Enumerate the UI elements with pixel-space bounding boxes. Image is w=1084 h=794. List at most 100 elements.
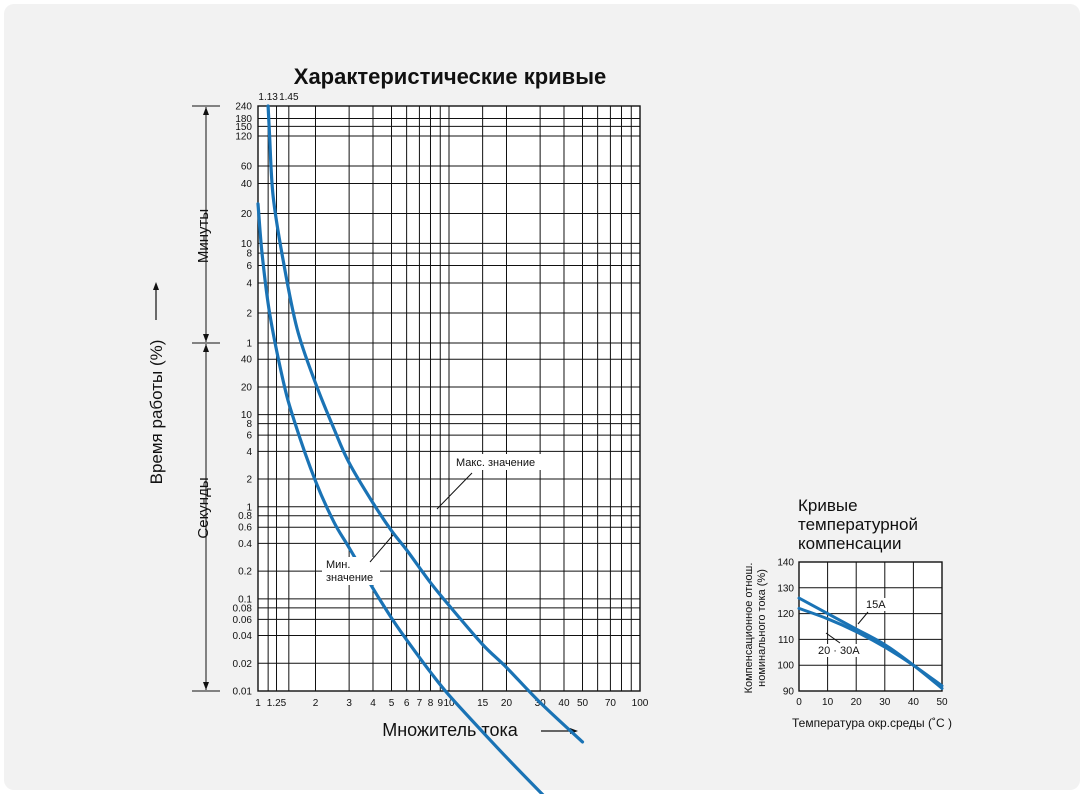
- x-tick-label: 4: [370, 698, 376, 709]
- inset-20-30a-label-bg: [814, 644, 868, 657]
- y-tick-label-minutes: 6: [246, 261, 252, 272]
- x-tick-label: 3: [346, 698, 352, 709]
- bracket-arrow-down: [203, 682, 209, 690]
- max-value-leader: [436, 472, 473, 510]
- y-tick-label-seconds: 4: [246, 447, 252, 458]
- x-tick-label: 7: [417, 698, 423, 709]
- inset-x-tick-label: 10: [822, 697, 834, 708]
- inset-x-tick-label: 50: [936, 697, 948, 708]
- inset-title-line-3: компенсации: [798, 534, 902, 553]
- inset-title-line-1: Кривые: [798, 496, 858, 515]
- top-tick-label: 1.45: [279, 92, 299, 103]
- x-tick-label: 6: [404, 698, 410, 709]
- x-tick-label: 70: [605, 698, 617, 709]
- x-tick-label: 40: [558, 698, 570, 709]
- y-tick-label-minutes: 120: [235, 131, 252, 142]
- min-value-label-line-2: значение: [326, 572, 373, 584]
- inset-15a-label-bg: [862, 598, 888, 611]
- main-annotations: Макс. значение Мин.значение: [322, 454, 552, 585]
- x-tick-label: 1.25: [267, 698, 287, 709]
- inset-y-tick-label: 140: [777, 558, 794, 569]
- y-tick-label-minutes: 240: [235, 102, 252, 113]
- max-value-curve: [266, 104, 585, 744]
- y-tick-label-minutes: 8: [246, 249, 252, 260]
- inset-curves: [797, 596, 944, 690]
- bracket-arrow-up: [203, 107, 209, 115]
- y-tick-label-seconds: 0.06: [233, 615, 253, 626]
- inset-y-tick-label: 130: [777, 583, 794, 594]
- x-tick-label: 9: [437, 698, 443, 709]
- inset-y-tick-label: 100: [777, 661, 794, 672]
- inset-annotations: 15A 20 · 30A: [814, 598, 888, 657]
- max-label-bg: [452, 454, 552, 470]
- inset-15a-leader: [857, 611, 869, 625]
- x-tick-label: 15: [477, 698, 489, 709]
- x-tick-label: 50: [577, 698, 589, 709]
- bracket-arrow-up: [203, 344, 209, 352]
- inset-y-label-line-2: номинального тока (%): [756, 569, 768, 687]
- inset-20-30a-curve: [797, 606, 944, 688]
- y-tick-label-minutes: 180: [235, 114, 252, 125]
- y-tick-label-minutes: 40: [241, 179, 253, 190]
- y-tick-label-seconds: 0.8: [238, 511, 252, 522]
- inset-x-axis-label: Температура окр.среды (˚C ): [792, 716, 952, 730]
- inset-x-tick-label: 20: [851, 697, 863, 708]
- inset-x-tick-label: 40: [908, 697, 920, 708]
- y-tick-label-minutes: 10: [241, 239, 253, 250]
- y-section-brackets: [192, 105, 220, 692]
- top-tick-label: 1.13: [258, 92, 278, 103]
- main-x-axis-label: Множитель тока: [382, 720, 518, 740]
- inset-y-label-line-1: Компенсационное отнош.: [743, 563, 755, 694]
- y-tick-label-minutes: 60: [241, 161, 253, 172]
- y-tick-label-seconds: 20: [241, 382, 253, 393]
- x-tick-label: 2: [313, 698, 319, 709]
- min-value-curve: [256, 202, 545, 794]
- y-tick-label-minutes: 20: [241, 209, 253, 220]
- y-tick-label-minutes: 4: [246, 279, 252, 290]
- y-tick-label-seconds: 1: [246, 502, 252, 513]
- y-tick-label-seconds: 0.04: [233, 631, 253, 642]
- inset-tick-labels: 0 10 20 30 40 50 90 100 110 120 130 140: [777, 558, 948, 709]
- y-tick-label-seconds: 10: [241, 410, 253, 421]
- y-tick-label-seconds: 0.08: [233, 603, 253, 614]
- x-tick-label: 20: [501, 698, 513, 709]
- inset-20-30a-leader: [825, 632, 841, 644]
- inset-title-line-2: температурной: [798, 515, 918, 534]
- y-tick-label-seconds: 2: [246, 475, 252, 486]
- y-axis-arrow: [153, 282, 159, 320]
- inset-x-tick-label: 30: [879, 697, 891, 708]
- x-tick-label: 1: [255, 698, 261, 709]
- x-tick-label: 10: [443, 698, 455, 709]
- seconds-section-label: Секунды: [195, 477, 212, 538]
- y-tick-label-seconds: 8: [246, 419, 252, 430]
- bracket-arrow-down: [203, 334, 209, 342]
- y-tick-label-seconds: 0.1: [238, 594, 252, 605]
- main-y-tick-labels: 12468102040601201501802400.010.020.040.0…: [233, 102, 253, 698]
- x-tick-label: 100: [632, 698, 649, 709]
- x-tick-label: 5: [389, 698, 395, 709]
- y-tick-label-seconds: 0.02: [233, 659, 253, 670]
- min-value-label-line-1: Мин.: [326, 559, 350, 571]
- y-tick-label-minutes: 150: [235, 122, 252, 133]
- max-value-label: Макс. значение: [456, 457, 535, 469]
- minutes-section-label: Минуты: [195, 209, 212, 263]
- y-tick-label-seconds: 0.6: [238, 523, 252, 534]
- main-curves: [256, 104, 585, 794]
- inset-y-tick-label: 120: [777, 609, 794, 620]
- y-tick-label-seconds: 0.2: [238, 567, 252, 578]
- inset-x-tick-label: 0: [796, 697, 802, 708]
- main-y-axis-label: Время работы (%): [147, 340, 166, 485]
- y-tick-label-seconds: 0.4: [238, 539, 252, 550]
- y-tick-label-seconds: 6: [246, 431, 252, 442]
- inset-15a-label: 15A: [866, 599, 886, 611]
- y-tick-label-seconds: 40: [241, 355, 253, 366]
- inset-20-30a-label: 20 · 30A: [818, 645, 860, 657]
- main-title: Характеристические кривые: [294, 64, 606, 89]
- inset-y-tick-label: 90: [783, 687, 795, 698]
- y-tick-label-minutes: 2: [246, 309, 252, 320]
- inset-y-tick-label: 110: [778, 635, 794, 646]
- x-tick-label: 8: [428, 698, 434, 709]
- y-tick-label-seconds: 0.01: [233, 687, 253, 698]
- min-value-leader: [369, 534, 394, 563]
